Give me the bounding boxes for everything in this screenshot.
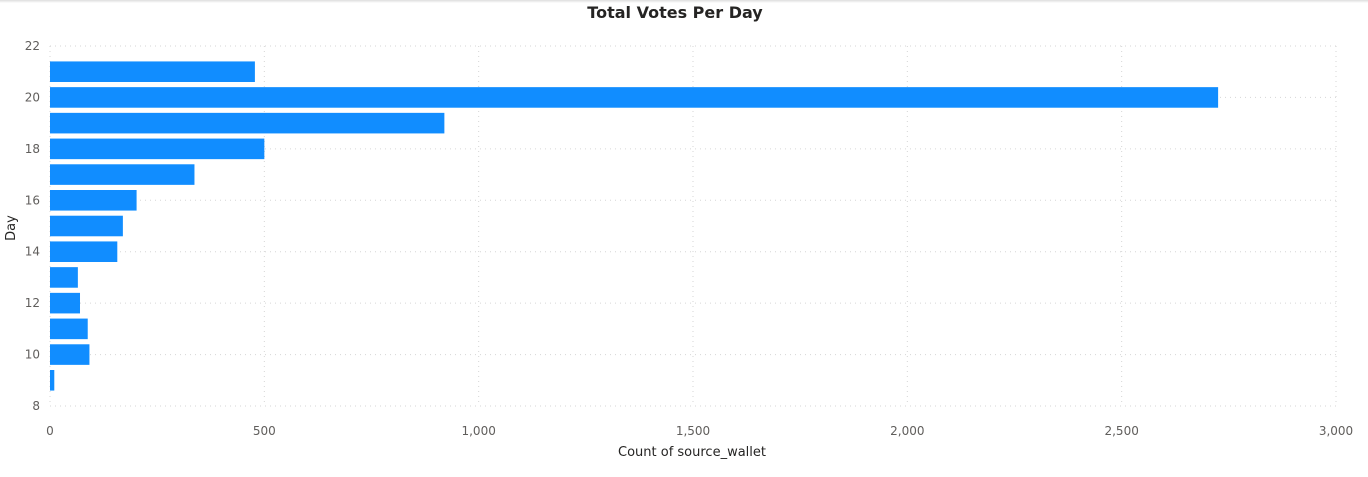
bar-day-12[interactable] bbox=[50, 292, 81, 314]
bar-day-19[interactable] bbox=[50, 112, 445, 134]
bar-day-21[interactable] bbox=[50, 61, 255, 82]
y-tick-label: 18 bbox=[25, 142, 40, 156]
bar-day-18[interactable] bbox=[50, 138, 265, 160]
x-tick-label: 1,500 bbox=[676, 424, 710, 438]
x-tick-label: 2,000 bbox=[890, 424, 924, 438]
header-shadow bbox=[0, 0, 1368, 3]
y-tick-label: 16 bbox=[25, 193, 40, 207]
bar-day-10[interactable] bbox=[50, 344, 90, 365]
y-tick-label: 20 bbox=[25, 90, 40, 104]
x-tick-label: 1,000 bbox=[461, 424, 495, 438]
x-tick-label: 2,500 bbox=[1104, 424, 1138, 438]
bar-day-13[interactable] bbox=[50, 267, 78, 288]
x-tick-label: 500 bbox=[253, 424, 276, 438]
bars bbox=[50, 61, 1219, 391]
x-axis-ticks: 0 500 1,000 1,500 2,000 2,500 3,000 bbox=[46, 424, 1353, 438]
bar-day-15[interactable] bbox=[50, 215, 123, 237]
x-tick-label: 0 bbox=[46, 424, 54, 438]
x-axis-label: Count of source_wallet bbox=[618, 445, 766, 460]
bar-day-17[interactable] bbox=[50, 164, 195, 185]
y-tick-label: 12 bbox=[25, 296, 40, 310]
bar-day-9[interactable] bbox=[50, 370, 55, 391]
y-axis-ticks: 8 10 12 14 16 18 20 22 bbox=[25, 39, 40, 413]
y-tick-label: 10 bbox=[25, 348, 40, 362]
y-tick-label: 14 bbox=[25, 245, 40, 259]
chart-title: Total Votes Per Day bbox=[587, 3, 763, 22]
x-tick-label: 3,000 bbox=[1319, 424, 1353, 438]
bar-day-20[interactable] bbox=[50, 87, 1219, 108]
y-axis-label: Day bbox=[4, 215, 19, 241]
bar-day-11[interactable] bbox=[50, 318, 88, 340]
y-tick-label: 8 bbox=[32, 399, 40, 413]
y-tick-label: 22 bbox=[25, 39, 40, 53]
bar-day-16[interactable] bbox=[50, 190, 137, 211]
bar-day-14[interactable] bbox=[50, 241, 118, 262]
